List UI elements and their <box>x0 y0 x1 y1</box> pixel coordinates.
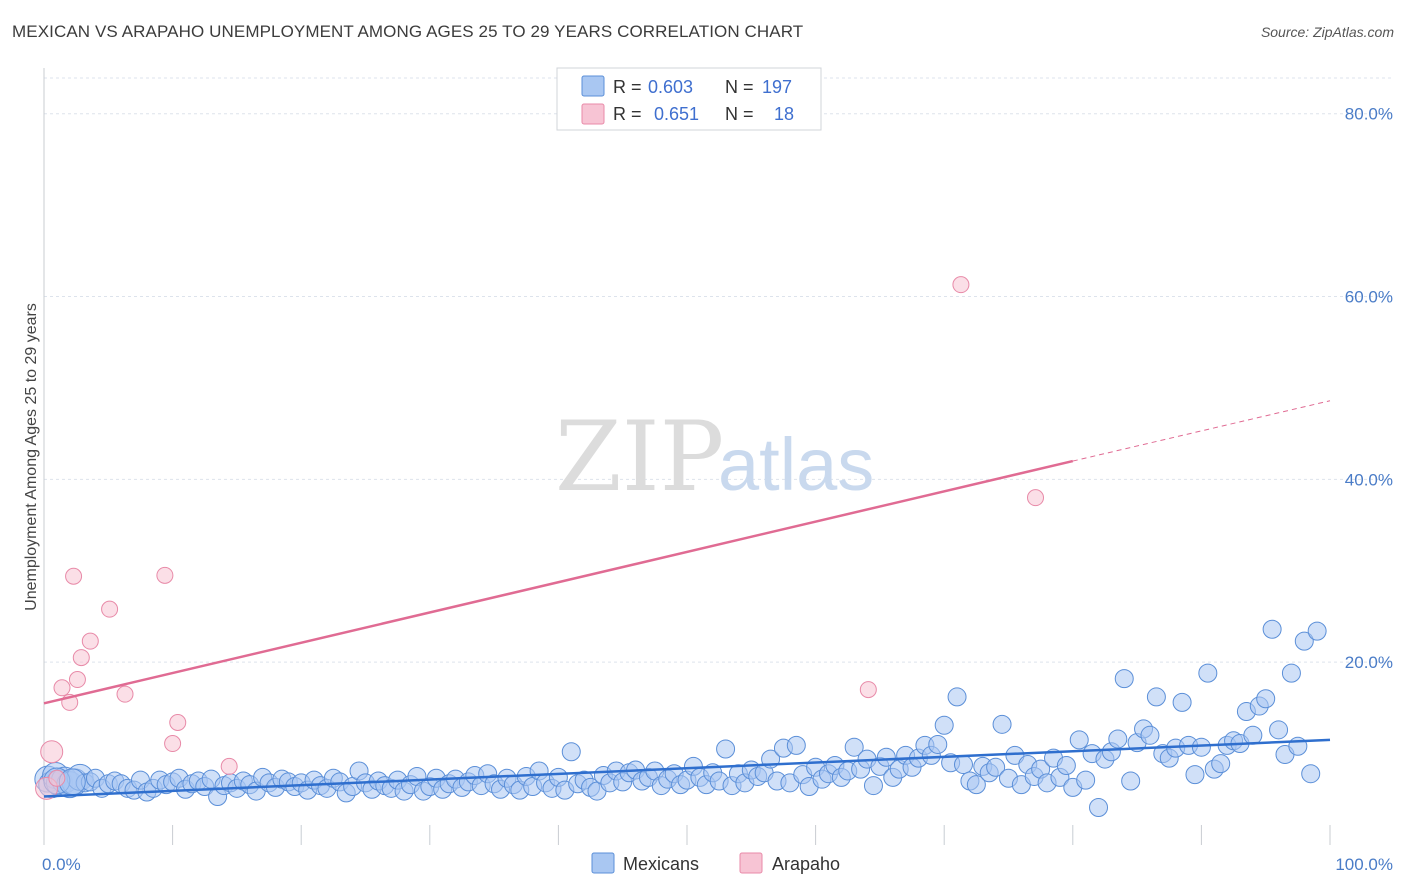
arapaho-point-17 <box>1027 489 1045 507</box>
legend-swatch-arapaho <box>581 103 605 125</box>
mexicans-point-175 <box>1146 687 1166 707</box>
y-axis-label: Unemployment Among Ages 25 to 29 years <box>23 303 40 611</box>
mexicans-point-179 <box>1172 692 1192 712</box>
mexicans-point-151 <box>992 714 1012 734</box>
correlation-legend: R = 0.603 N = 197 R = 0.651 N = 18 <box>556 67 822 131</box>
arapaho-point-13 <box>169 714 187 732</box>
mexicans-point-170 <box>1114 669 1134 689</box>
chart-title: MEXICAN VS ARAPAHO UNEMPLOYMENT AMONG AG… <box>12 22 804 41</box>
mexicans-point-164 <box>1076 770 1096 790</box>
arapaho-point-6 <box>68 671 86 689</box>
arapaho-point-8 <box>81 632 99 650</box>
mexicans-point-145 <box>953 755 973 775</box>
arapaho-point-15 <box>859 681 877 699</box>
mexicans-point-108 <box>716 739 736 759</box>
y-tick-label-80: 80.0% <box>1345 105 1393 124</box>
mexicans-point-144 <box>947 687 967 707</box>
source-credit: Source: ZipAtlas.com <box>1260 24 1394 40</box>
mexicans-point-182 <box>1191 737 1211 757</box>
mexicans-point-166 <box>1089 798 1109 818</box>
legend-n-label-mexicans: N = <box>725 77 754 97</box>
mexicans-point-193 <box>1262 619 1282 639</box>
arapaho-point-7 <box>72 649 90 667</box>
arapaho-point-10 <box>116 685 134 703</box>
gridlines <box>44 77 1393 663</box>
mexicans-point-196 <box>1281 663 1301 683</box>
mexicans-point-185 <box>1211 754 1231 774</box>
arapaho-trend-line <box>43 459 1074 705</box>
arapaho-point-9 <box>101 600 119 618</box>
legend-r-label-mexicans: R = <box>613 77 642 97</box>
arapaho-point-5 <box>65 567 83 585</box>
series-legend-swatch-arapaho <box>739 852 763 874</box>
y-tick-label-60: 60.0% <box>1345 288 1393 307</box>
mexicans-point-141 <box>928 734 948 754</box>
arapaho-point-12 <box>164 735 182 753</box>
series-legend-label-arapaho: Arapaho <box>772 854 840 874</box>
legend-n-value-arapaho: 18 <box>774 104 794 124</box>
mexicans-point-84 <box>561 742 581 762</box>
legend-n-label-arapaho: N = <box>725 104 754 124</box>
arapaho-point-3 <box>53 679 71 697</box>
legend-swatch-mexicans <box>581 75 605 97</box>
mexicans-point-192 <box>1256 689 1276 709</box>
series-legend: Mexicans Arapaho <box>591 852 840 874</box>
mexicans-point-200 <box>1307 621 1327 641</box>
mexicans-point-163 <box>1069 730 1089 750</box>
series-mexicans-points <box>34 619 1327 818</box>
arapaho-point-11 <box>156 566 174 584</box>
mexicans-point-174 <box>1140 725 1160 745</box>
y-tick-label-40: 40.0% <box>1345 470 1393 489</box>
watermark: ZIP atlas <box>555 401 874 513</box>
watermark-atlas: atlas <box>718 423 874 506</box>
mexicans-point-161 <box>1056 755 1076 775</box>
arapaho-point-14 <box>220 757 238 775</box>
mexicans-point-128 <box>844 737 864 757</box>
legend-n-value-mexicans: 197 <box>762 77 792 97</box>
legend-r-value-mexicans: 0.603 <box>648 77 693 97</box>
arapaho-point-2 <box>48 769 66 787</box>
mexicans-point-119 <box>786 735 806 755</box>
legend-r-label-arapaho: R = <box>613 104 642 124</box>
mexicans-point-147 <box>966 775 986 795</box>
y-axis-tick-labels: 20.0% 40.0% 60.0% 80.0% <box>1345 105 1393 672</box>
legend-r-value-arapaho: 0.651 <box>654 104 699 124</box>
mexicans-point-194 <box>1269 720 1289 740</box>
series-arapaho-points <box>35 276 1045 800</box>
mexicans-point-142 <box>934 715 954 735</box>
mexicans-point-181 <box>1185 765 1205 785</box>
arapaho-point-1 <box>40 740 64 764</box>
mexicans-point-153 <box>1005 745 1025 765</box>
x-tick-label-max: 100.0% <box>1335 855 1393 874</box>
x-tick-label-min: 0.0% <box>42 855 81 874</box>
mexicans-point-190 <box>1243 725 1263 745</box>
mexicans-point-169 <box>1108 729 1128 749</box>
trend-lines <box>43 400 1331 798</box>
mexicans-point-171 <box>1121 771 1141 791</box>
mexicans-point-150 <box>986 757 1006 777</box>
mexicans-point-183 <box>1198 663 1218 683</box>
arapaho-trend-extension <box>1072 400 1331 462</box>
mexicans-point-198 <box>1294 631 1314 651</box>
mexicans-point-131 <box>863 776 883 796</box>
mexicans-point-133 <box>876 747 896 767</box>
watermark-zip: ZIP <box>555 401 724 513</box>
mexicans-point-199 <box>1301 764 1321 784</box>
arapaho-point-16 <box>952 276 970 294</box>
mexicans-trend-line <box>43 738 1331 798</box>
x-axis-ticks <box>43 825 1331 845</box>
series-legend-label-mexicans: Mexicans <box>623 854 699 874</box>
series-legend-swatch-mexicans <box>591 852 615 874</box>
y-tick-label-20: 20.0% <box>1345 653 1393 672</box>
